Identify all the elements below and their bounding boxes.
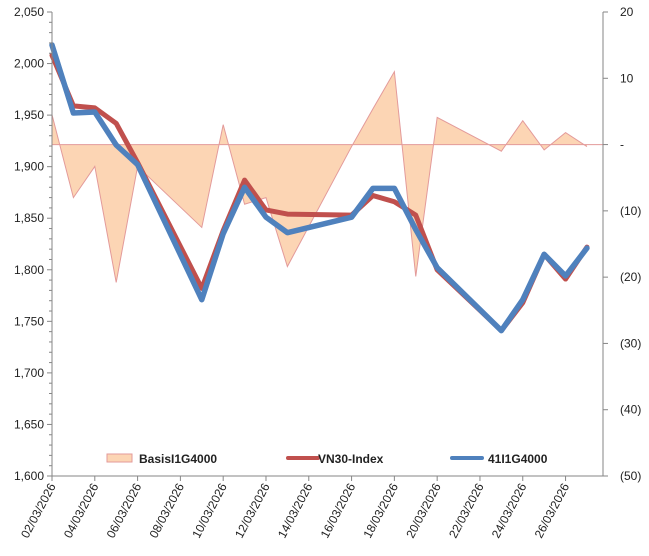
x-tick-label: 20/03/2026 (403, 481, 444, 541)
x-tick-label: 10/03/2026 (189, 481, 230, 541)
left-tick-label: 1,950 (14, 108, 44, 122)
right-tick-label: (10) (620, 204, 641, 218)
index-lines-layer (49, 42, 590, 334)
right-tick-label: - (620, 138, 624, 152)
x-tick-label: 04/03/2026 (61, 481, 102, 541)
x-tick-label: 22/03/2026 (446, 481, 487, 541)
left-tick-label: 1,900 (14, 160, 44, 174)
basis-area-edge (51, 70, 588, 283)
left-tick-label: 1,650 (14, 417, 44, 431)
x-tick-label: 08/03/2026 (146, 481, 187, 541)
x-tick-label: 26/03/2026 (532, 481, 573, 541)
left-tick-label: 1,600 (14, 469, 44, 483)
legend-label-41i1g4000: 41I1G4000 (488, 452, 548, 466)
basis-area-layer (51, 70, 603, 283)
right-tick-label: 20 (620, 5, 634, 19)
x-tick-label: 14/03/2026 (275, 481, 316, 541)
right-tick-label: (50) (620, 469, 641, 483)
legend: BasisI1G4000 VN30-Index 41I1G4000 (106, 452, 548, 466)
legend-swatch-basis (106, 453, 133, 463)
left-tick-label: 1,750 (14, 314, 44, 328)
left-tick-label: 2,050 (14, 5, 44, 19)
legend-label-basis: BasisI1G4000 (139, 452, 217, 466)
left-tick-label: 1,700 (14, 366, 44, 380)
right-tick-label: (30) (620, 336, 641, 350)
x-tick-label: 16/03/2026 (318, 481, 359, 541)
right-tick-label: 10 (620, 71, 634, 85)
basis-area (52, 71, 587, 283)
x-tick-label: 12/03/2026 (232, 481, 273, 541)
x-tick-label: 24/03/2026 (489, 481, 530, 541)
left-tick-label: 1,800 (14, 263, 44, 277)
left-tick-label: 1,850 (14, 211, 44, 225)
x-tick-label: 06/03/2026 (104, 481, 145, 541)
x-tick-label: 02/03/2026 (18, 481, 59, 541)
right-tick-label: (40) (620, 403, 641, 417)
legend-label-vn30: VN30-Index (318, 452, 384, 466)
series-line-41i1g4000 (49, 42, 590, 334)
x-tick-label: 18/03/2026 (360, 481, 401, 541)
right-tick-label: (20) (620, 270, 641, 284)
left-tick-label: 2,000 (14, 57, 44, 71)
